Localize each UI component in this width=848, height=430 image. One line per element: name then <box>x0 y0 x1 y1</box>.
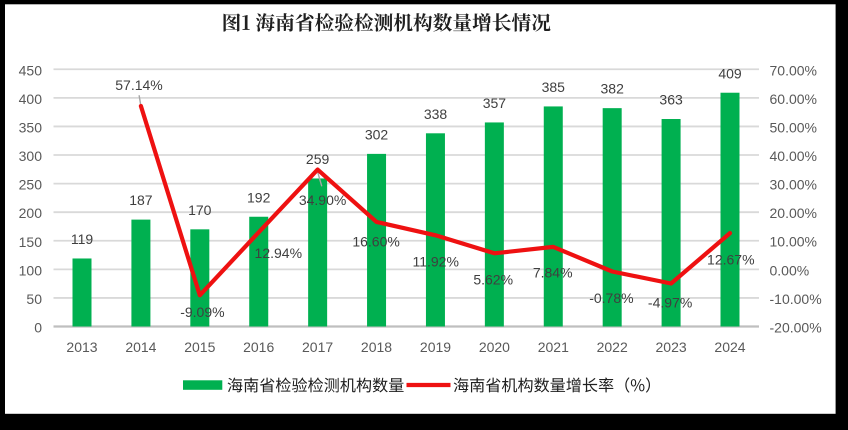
svg-text:20.00%: 20.00% <box>770 205 817 221</box>
svg-text:-20.00%: -20.00% <box>770 320 822 336</box>
svg-text:200: 200 <box>19 205 43 221</box>
svg-text:170: 170 <box>188 202 212 218</box>
svg-text:300: 300 <box>19 148 43 164</box>
svg-text:2021: 2021 <box>538 339 569 355</box>
svg-text:2020: 2020 <box>479 339 510 355</box>
svg-text:2014: 2014 <box>125 339 156 355</box>
svg-text:34.90%: 34.90% <box>299 192 346 208</box>
svg-text:2024: 2024 <box>714 339 745 355</box>
svg-text:-0.78%: -0.78% <box>589 290 633 306</box>
svg-text:187: 187 <box>129 192 153 208</box>
svg-text:-10.00%: -10.00% <box>770 291 822 307</box>
svg-text:2023: 2023 <box>656 339 687 355</box>
svg-text:11.92%: 11.92% <box>412 254 458 270</box>
svg-text:2015: 2015 <box>184 339 215 355</box>
svg-text:2022: 2022 <box>597 339 628 355</box>
svg-text:385: 385 <box>542 79 566 95</box>
svg-text:338: 338 <box>424 106 448 122</box>
svg-text:50: 50 <box>26 291 42 307</box>
svg-text:70.00%: 70.00% <box>770 62 817 78</box>
svg-text:150: 150 <box>19 234 43 250</box>
svg-text:350: 350 <box>19 119 43 135</box>
svg-text:30.00%: 30.00% <box>770 177 817 193</box>
svg-text:50.00%: 50.00% <box>770 119 817 135</box>
svg-text:2013: 2013 <box>66 339 97 355</box>
svg-text:12.94%: 12.94% <box>255 245 302 261</box>
svg-text:192: 192 <box>247 189 271 205</box>
svg-text:0: 0 <box>34 320 42 336</box>
svg-text:302: 302 <box>365 127 389 143</box>
svg-text:10.00%: 10.00% <box>770 234 817 250</box>
svg-text:119: 119 <box>71 231 94 247</box>
svg-text:357: 357 <box>483 95 507 111</box>
svg-text:2019: 2019 <box>420 339 451 355</box>
svg-text:-9.09%: -9.09% <box>180 304 224 320</box>
svg-text:40.00%: 40.00% <box>770 148 817 164</box>
svg-text:382: 382 <box>601 81 625 97</box>
svg-text:5.62%: 5.62% <box>473 271 513 287</box>
svg-text:2018: 2018 <box>361 339 392 355</box>
svg-text:-4.97%: -4.97% <box>648 295 692 311</box>
svg-text:2016: 2016 <box>243 339 274 355</box>
svg-text:12.67%: 12.67% <box>707 252 754 268</box>
svg-text:409: 409 <box>718 65 742 81</box>
svg-text:259: 259 <box>306 151 330 167</box>
svg-text:2017: 2017 <box>302 339 333 355</box>
svg-text:250: 250 <box>19 177 43 193</box>
svg-text:16.60%: 16.60% <box>352 234 399 250</box>
svg-text:60.00%: 60.00% <box>770 91 817 107</box>
svg-text:57.14%: 57.14% <box>115 77 162 93</box>
svg-text:400: 400 <box>19 91 43 107</box>
svg-text:363: 363 <box>659 92 683 108</box>
svg-text:100: 100 <box>19 262 43 278</box>
svg-text:7.84%: 7.84% <box>533 265 573 281</box>
svg-text:450: 450 <box>19 62 43 78</box>
svg-text:0.00%: 0.00% <box>770 262 810 278</box>
